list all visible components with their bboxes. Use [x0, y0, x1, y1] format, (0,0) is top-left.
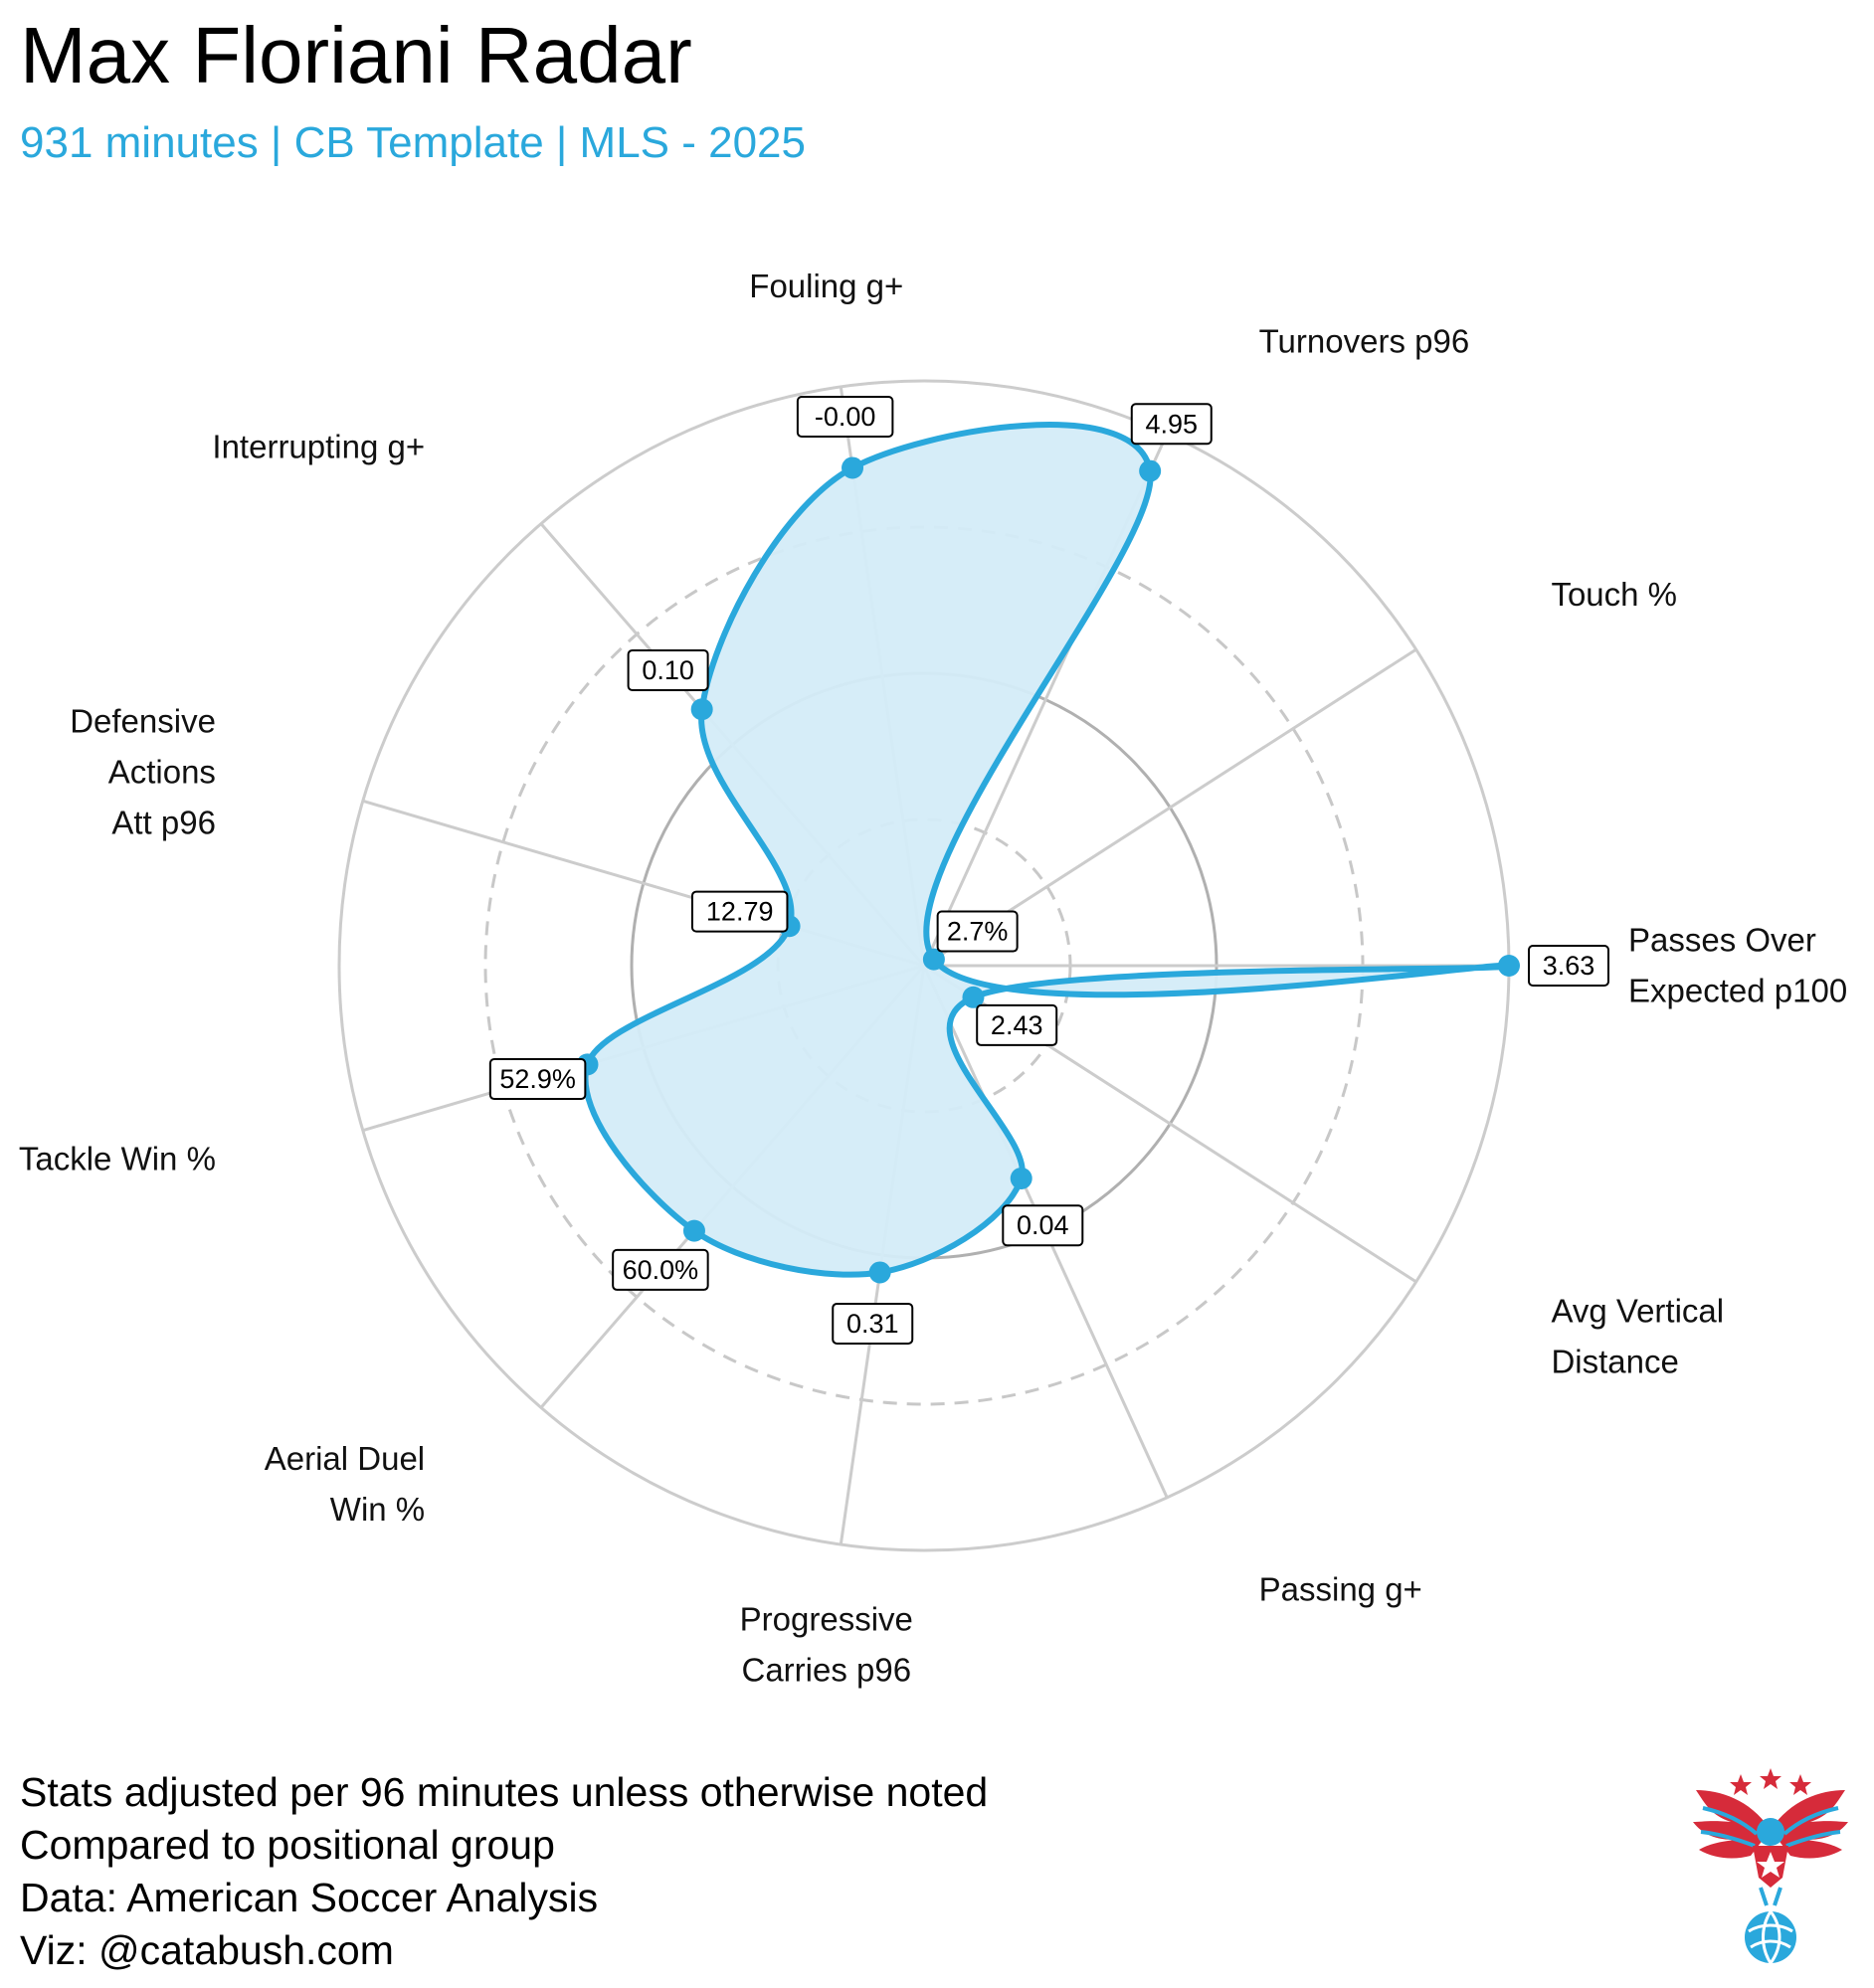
axis-label: Fouling g+: [749, 268, 903, 304]
value-label-text: 52.9%: [499, 1064, 576, 1094]
radar-value-labels: 3.63 2.43 0.04 0.31 60.0% 52.9% 12.79 0.10 -0.00…: [488, 395, 1609, 1345]
chart-subtitle: 931 minutes | CB Template | MLS - 2025: [20, 118, 807, 167]
radar-axis-labels: Passes Over Expected p100 Avg Vertical Dist…: [19, 268, 1847, 1688]
value-label: 52.9%: [488, 1058, 587, 1101]
value-label-box: [612, 1248, 709, 1291]
value-label-text: 3.63: [1543, 951, 1595, 981]
eagle-logo-icon: [1693, 1768, 1848, 1964]
radar-data-area: [582, 422, 1513, 1278]
data-point: [1010, 1167, 1032, 1189]
chart-title: Max Floriani Radar: [20, 11, 692, 99]
value-label-text: 2.7%: [947, 917, 1009, 947]
value-label: 4.95: [1130, 403, 1213, 446]
value-label-text: 0.04: [1017, 1210, 1069, 1240]
value-label-box: [796, 395, 894, 438]
value-label: 0.31: [832, 1302, 914, 1345]
axis-label: Passes Over Expected p100: [1628, 922, 1847, 1009]
data-point: [962, 986, 985, 1008]
axis-label: Defensive Actions Att p96: [70, 703, 216, 841]
data-point: [868, 1261, 891, 1284]
value-label: 2.43: [976, 1003, 1058, 1046]
value-label-box: [1002, 1204, 1084, 1247]
value-label-box: [1130, 403, 1213, 446]
value-label-text: 60.0%: [623, 1255, 699, 1285]
value-label: 2.7%: [936, 910, 1019, 953]
data-point: [682, 1219, 705, 1242]
data-point: [922, 948, 945, 971]
axis-label: Aerial Duel Win %: [265, 1440, 425, 1528]
value-label-text: 0.10: [642, 655, 694, 685]
value-label-text: 2.43: [991, 1010, 1043, 1040]
value-label-text: 0.31: [846, 1309, 899, 1339]
value-label-box: [488, 1058, 587, 1101]
footer-line-compared: Compared to positional group: [20, 1822, 555, 1868]
value-label-box: [627, 648, 709, 691]
data-point: [1498, 955, 1520, 977]
value-label: 0.10: [627, 648, 709, 691]
value-label-box: [1528, 945, 1609, 987]
axis-label: Progressive Carries p96: [740, 1600, 913, 1688]
value-label-text: 4.95: [1145, 409, 1198, 439]
value-label-box: [936, 910, 1019, 953]
axis-label: Passing g+: [1259, 1571, 1422, 1608]
footer-line-data-source: Data: American Soccer Analysis: [20, 1875, 599, 1920]
data-point: [1139, 459, 1162, 482]
value-label-box: [976, 1003, 1058, 1046]
footer-notes: Stats adjusted per 96 minutes unless oth…: [20, 1766, 988, 1977]
axis-label: Avg Vertical Distance: [1551, 1293, 1724, 1380]
value-label-box: [690, 890, 789, 933]
axis-label: Tackle Win %: [19, 1140, 216, 1176]
footer-line-viz-credit: Viz: @catabush.com: [20, 1927, 394, 1973]
value-label-text: -0.00: [815, 402, 876, 432]
value-label: 60.0%: [612, 1248, 709, 1291]
value-label: 12.79: [690, 890, 789, 933]
value-label: -0.00: [796, 395, 894, 438]
axis-label: Touch %: [1551, 576, 1677, 613]
value-label-box: [832, 1302, 914, 1345]
data-point: [842, 456, 864, 479]
axis-label: Interrupting g+: [212, 429, 425, 465]
value-label: 3.63: [1528, 945, 1609, 987]
data-point: [690, 698, 713, 721]
value-label-text: 12.79: [706, 897, 774, 927]
axis-label: Turnovers p96: [1259, 322, 1470, 359]
footer-line-adjusted: Stats adjusted per 96 minutes unless oth…: [20, 1769, 989, 1815]
value-label: 0.04: [1002, 1204, 1084, 1247]
